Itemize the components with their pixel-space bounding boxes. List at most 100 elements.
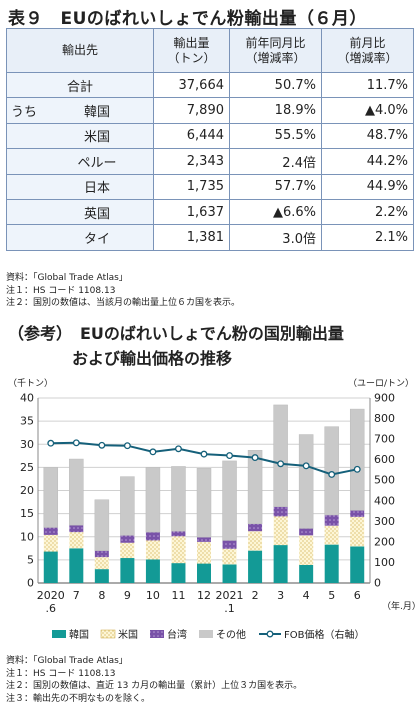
table-row: うち 韓国 7,890 18.9% ▲4.0%	[6, 97, 415, 124]
x-tick-label: 5	[328, 589, 335, 602]
bar-segment-韓国	[94, 569, 109, 583]
y2-tick-label: 700	[374, 433, 395, 446]
y-tick-label: 30	[20, 438, 34, 451]
row-yoy: 18.9%	[229, 97, 322, 124]
fob-price-point	[251, 454, 259, 462]
bar-segment-台湾	[273, 506, 288, 517]
x-tick-label: 2021	[216, 589, 244, 602]
bar-segment-台湾	[248, 523, 263, 532]
x-axis-label: （年.月）	[382, 600, 420, 612]
table-row: ペルー 2,343 2.4倍 44.2%	[6, 148, 415, 175]
bar-segment-米国	[248, 531, 263, 551]
bar-segment-台湾	[350, 510, 365, 517]
bar-segment-その他	[94, 499, 110, 551]
table-row: 米国 6,444 55.5% 48.7%	[6, 122, 415, 150]
legend-swatch	[100, 629, 116, 639]
bar-segment-台湾	[222, 540, 237, 549]
row-yoy: 2.4倍	[229, 148, 322, 175]
row-name: ペルー	[41, 148, 154, 175]
row-yoy: ▲6.6%	[229, 198, 322, 226]
table-row: 合計 37,664 50.7% 11.7%	[6, 71, 415, 99]
row-yoy: 55.5%	[229, 122, 322, 150]
bar-segment-韓国	[171, 563, 186, 583]
export-table: 輸出先 輸出量 （トン） 前年同月比 （増減率） 前月比 （増減率） 合計 37…	[6, 28, 415, 251]
y2-tick-label: 600	[374, 453, 395, 466]
bar-segment-米国	[120, 542, 135, 559]
bar-segment-台湾	[197, 537, 211, 542]
fob-price-point	[123, 442, 131, 450]
row-mom: 11.7%	[320, 71, 415, 99]
y-tick-label: 0	[27, 577, 34, 590]
bar-segment-韓国	[120, 558, 135, 583]
header-destination: 輸出先	[6, 28, 154, 73]
row-yoy: 50.7%	[229, 71, 322, 99]
x-tick-label: 4	[303, 589, 310, 602]
y2-axis-unit: （ユーロ/トン）	[348, 379, 415, 389]
legend-label: 米国	[118, 628, 138, 641]
note-source: 資料：「Global Trade Atlas」	[6, 656, 128, 666]
y2-tick-label: 200	[374, 535, 395, 548]
bar-segment-その他	[69, 458, 84, 526]
bar-segment-韓国	[197, 563, 211, 583]
row-mom: 2.1%	[320, 224, 415, 251]
y-tick-label: 5	[27, 553, 34, 566]
note-1: 注１：HS コード 1108.13	[6, 668, 116, 679]
row-name: 合計	[6, 71, 154, 99]
fob-price-point	[149, 448, 157, 456]
bar-segment-その他	[349, 408, 365, 511]
fob-price-point	[72, 439, 80, 447]
bar-segment-米国	[299, 535, 314, 565]
x-tick-label: 10	[146, 589, 160, 602]
row-yoy: 3.0倍	[229, 224, 322, 251]
note-source: 資料：「Global Trade Atlas」	[6, 273, 128, 283]
fob-price-point	[226, 452, 233, 460]
bar-segment-米国	[350, 516, 365, 547]
y2-tick-label: 800	[374, 412, 395, 425]
row-volume: 1,381	[153, 224, 230, 251]
bar-segment-台湾	[69, 525, 84, 533]
bar-segment-米国	[43, 534, 58, 552]
bar-segment-台湾	[120, 535, 135, 543]
fob-price-point	[47, 439, 55, 447]
row-volume: 1,735	[153, 173, 230, 200]
header-yoy: 前年同月比 （増減率）	[229, 28, 322, 73]
fob-price-point	[175, 445, 182, 453]
bar-segment-韓国	[222, 564, 237, 583]
x-tick-label: 9	[124, 589, 131, 602]
note-2: 注２：国別の数値は、当該月の輸出量上位６カ国を表示。	[6, 298, 241, 308]
x-tick-label: .6	[46, 602, 57, 615]
y2-tick-label: 100	[374, 556, 395, 569]
fob-price-point	[200, 450, 208, 458]
y2-tick-label: 900	[374, 392, 395, 405]
y-tick-label: 10	[20, 530, 34, 543]
y-tick-label: 25	[20, 461, 34, 474]
x-tick-label: 3	[277, 589, 284, 602]
x-tick-label: .1	[224, 602, 235, 615]
row-mom: ▲4.0%	[320, 97, 415, 124]
bar-segment-米国	[171, 536, 186, 564]
bar-segment-台湾	[324, 515, 339, 526]
legend-swatch	[199, 630, 213, 638]
row-volume: 6,444	[153, 122, 230, 150]
bar-segment-その他	[273, 404, 288, 507]
legend-label: その他	[216, 628, 246, 641]
row-volume: 37,664	[153, 71, 230, 99]
bar-segment-韓国	[145, 559, 160, 583]
bar-segment-韓国	[324, 544, 339, 583]
row-name: 英国	[41, 198, 154, 226]
row-volume: 1,637	[153, 198, 230, 226]
bar-segment-韓国	[43, 551, 58, 583]
note-1: 注１：HS コード 1108.13	[6, 285, 116, 296]
bar-segment-その他	[247, 450, 263, 525]
table-row: タイ 1,381 3.0倍 2.1%	[6, 224, 415, 251]
legend-label: 台湾	[167, 628, 187, 641]
bar-segment-その他	[171, 466, 186, 532]
row-name: 米国	[41, 122, 154, 150]
fob-price-point	[277, 460, 285, 468]
y2-tick-label: 0	[374, 577, 381, 590]
x-tick-label: 7	[73, 589, 80, 602]
x-tick-label: 2	[252, 589, 259, 602]
y-tick-label: 40	[20, 392, 34, 405]
bar-segment-その他	[298, 434, 314, 529]
